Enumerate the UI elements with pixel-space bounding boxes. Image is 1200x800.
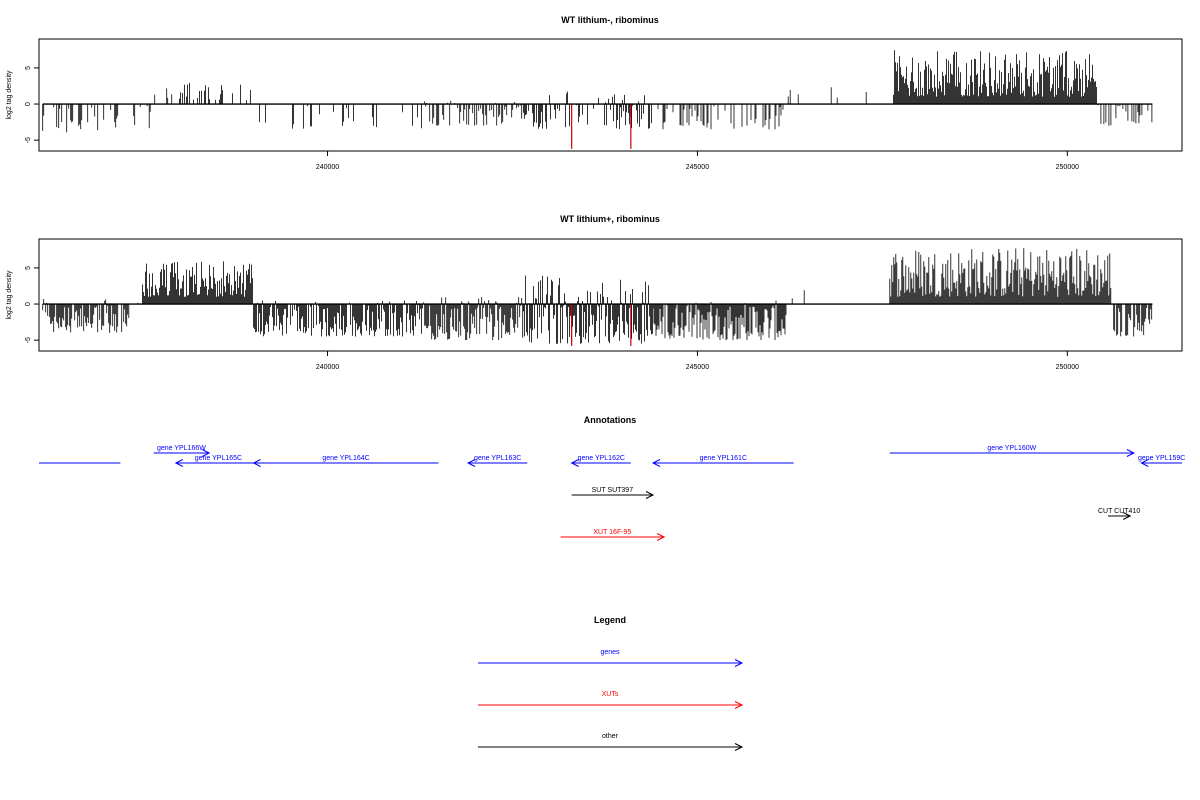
y-tick-label: 0 bbox=[25, 102, 32, 106]
tag-density-bars bbox=[42, 248, 1153, 344]
track-panel-lithium-plus: WT lithium+, ribominus log2 tag density … bbox=[6, 214, 1183, 371]
annotation-arrow bbox=[889, 449, 1136, 457]
x-tick-label: 250000 bbox=[1056, 164, 1079, 171]
annotation-label: gene YPL161C bbox=[700, 455, 747, 462]
annotation-label: SUT SUT397 bbox=[592, 487, 634, 494]
x-tick-label: 245000 bbox=[686, 164, 709, 171]
y-tick-label: -5 bbox=[25, 137, 32, 143]
legend-label: genes bbox=[600, 649, 620, 656]
legend-arrow bbox=[478, 701, 744, 709]
y-tick-label: -5 bbox=[25, 337, 32, 343]
annotation-items: gene YPL166W gene YPL165C gene YPL164C gene… bbox=[39, 445, 1185, 541]
legend-arrow bbox=[478, 659, 744, 667]
y-tick-label: 5 bbox=[25, 66, 32, 70]
annotation-label: gene YPL163C bbox=[474, 455, 521, 462]
y-tick-label: 0 bbox=[25, 302, 32, 306]
x-tick-label: 240000 bbox=[316, 164, 339, 171]
highlighted-bars bbox=[571, 304, 632, 346]
annotation-label: gene YPL165C bbox=[195, 455, 242, 462]
y-axis: -5 0 5 bbox=[25, 266, 39, 343]
annotation-label: gene YPL160W bbox=[987, 445, 1036, 452]
y-tick-label: 5 bbox=[25, 266, 32, 270]
annotation-arrow bbox=[466, 459, 528, 467]
annotation-arrow bbox=[651, 459, 794, 467]
x-axis: 240000 245000 250000 bbox=[316, 151, 1079, 171]
track-panel-lithium-minus: WT lithium-, ribominus log2 tag density … bbox=[6, 15, 1183, 171]
legend-label: XUTs bbox=[602, 691, 619, 698]
annotation-arrow bbox=[1108, 512, 1132, 520]
annotation-label: CUT CUT410 bbox=[1098, 508, 1140, 515]
legend-label: other bbox=[602, 733, 619, 740]
annotation-arrow bbox=[570, 459, 631, 467]
annotation-label: gene YPL162C bbox=[578, 455, 625, 462]
x-tick-label: 240000 bbox=[316, 364, 339, 371]
plot-frame bbox=[38, 38, 1183, 152]
annotation-arrow bbox=[1140, 459, 1182, 467]
annotation-arrow bbox=[153, 449, 211, 457]
annotation-label: gene YPL164C bbox=[322, 455, 369, 462]
panel-title: WT lithium-, ribominus bbox=[561, 15, 659, 25]
annotation-arrow bbox=[571, 491, 655, 499]
plot-frame bbox=[38, 238, 1183, 352]
highlighted-bars bbox=[571, 104, 632, 149]
y-axis-label: log2 tag density bbox=[6, 270, 13, 320]
annotation-arrow bbox=[174, 459, 261, 467]
y-axis: -5 0 5 bbox=[25, 66, 39, 143]
annotation-label: gene YPL166W bbox=[157, 445, 206, 452]
annotation-label: XUT 16F-95 bbox=[593, 529, 631, 536]
annotation-arrow bbox=[252, 459, 439, 467]
annotation-label: gene YPL159C bbox=[1138, 455, 1185, 462]
annotations-title: Annotations bbox=[584, 415, 637, 425]
annotation-arrow bbox=[560, 533, 666, 541]
legend-arrow bbox=[478, 743, 744, 751]
x-axis: 240000 245000 250000 bbox=[316, 351, 1079, 371]
legend-title: Legend bbox=[594, 615, 626, 625]
y-axis-label: log2 tag density bbox=[6, 70, 13, 120]
legend-panel: Legend genes XUTs other bbox=[478, 615, 744, 751]
tag-density-bars bbox=[42, 50, 1153, 133]
panel-title: WT lithium+, ribominus bbox=[560, 214, 660, 224]
x-tick-label: 245000 bbox=[686, 364, 709, 371]
x-tick-label: 250000 bbox=[1056, 364, 1079, 371]
legend-items: genes XUTs other bbox=[478, 649, 744, 751]
